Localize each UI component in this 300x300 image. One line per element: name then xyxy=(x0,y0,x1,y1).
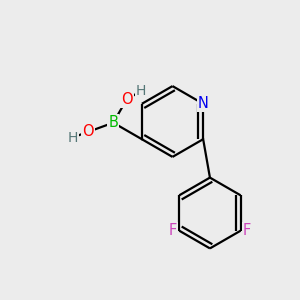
Text: H: H xyxy=(136,84,146,98)
Text: O: O xyxy=(121,92,133,107)
Text: F: F xyxy=(243,223,251,238)
Text: N: N xyxy=(198,96,208,111)
Text: H: H xyxy=(67,130,78,145)
Text: B: B xyxy=(108,115,118,130)
Text: O: O xyxy=(82,124,94,140)
Text: F: F xyxy=(169,223,177,238)
